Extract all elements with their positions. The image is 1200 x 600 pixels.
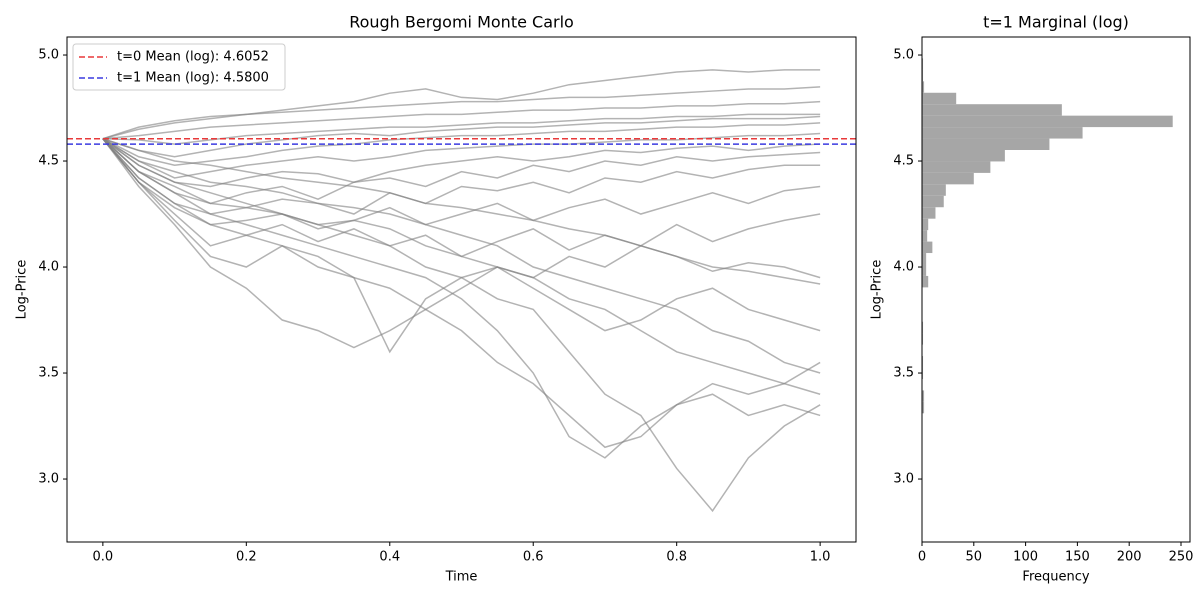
x-tick-label: 150 [1065, 550, 1090, 565]
chart-title: t=1 Marginal (log) [983, 13, 1129, 32]
histogram-bar [922, 356, 924, 368]
sample-path [102, 138, 821, 188]
sample-path [102, 138, 821, 205]
sample-path [102, 138, 821, 230]
y-axis-label: Log-Price [870, 260, 885, 320]
histogram-bar [922, 275, 929, 288]
histogram-bar [922, 230, 928, 242]
sample-path [102, 138, 821, 349]
axes-frame [66, 36, 857, 543]
sample-path [102, 115, 821, 158]
y-tick-label: 3.5 [893, 366, 914, 381]
sample-path [102, 138, 821, 258]
y-tick-label: 3.5 [38, 366, 59, 381]
x-tick-label: 0.6 [523, 550, 544, 565]
sample-path [102, 69, 821, 140]
histogram-bar [922, 401, 925, 414]
histogram-bar [922, 218, 929, 231]
plot: t=1 Marginal (log) Frequency Log-Price 0 50 1… [870, 13, 1194, 585]
histogram-bar [922, 253, 927, 265]
histogram-bar [922, 264, 927, 276]
x-tick-label: 0 [918, 550, 926, 565]
sample-path [102, 138, 821, 513]
plot: Rough Bergomi Monte Carlo Time Log-Price 0.… [15, 13, 857, 585]
histogram-bar [922, 390, 925, 402]
axes-frame [921, 36, 1191, 543]
legend-box [72, 43, 286, 91]
sample-path [102, 138, 821, 285]
x-tick-label: 0.8 [666, 550, 687, 565]
histogram-bar [922, 241, 933, 254]
histogram-bar [922, 115, 1173, 128]
histogram-bar [922, 138, 1050, 150]
histogram-bar [922, 367, 924, 379]
x-tick-label: 200 [1117, 550, 1142, 565]
sample-path [102, 138, 821, 374]
sample-path [102, 138, 821, 215]
sample-path [102, 100, 821, 140]
histogram-bar [922, 172, 974, 185]
x-axis-label: Time [445, 570, 478, 585]
y-tick-label: 3.0 [893, 472, 914, 487]
x-tick-label: 250 [1169, 550, 1194, 565]
histogram-bar [922, 195, 944, 208]
histogram-bar [922, 207, 936, 219]
histogram-bar [922, 149, 1005, 162]
histogram-bar [922, 333, 924, 345]
x-axis-label: Frequency [1022, 570, 1089, 585]
y-tick-label: 4.0 [38, 260, 59, 275]
y-tick-label: 4.0 [893, 260, 914, 275]
histogram-bar [922, 104, 1062, 116]
x-tick-label: 0.2 [236, 550, 257, 565]
x-tick-label: 1.0 [810, 550, 831, 565]
y-tick-label: 3.0 [38, 472, 59, 487]
sample-path [102, 138, 821, 449]
legend-label: t=1 Mean (log): 4.5800 [117, 71, 269, 86]
y-tick-label: 4.5 [893, 154, 914, 169]
x-tick-label: 100 [1013, 550, 1038, 565]
legend: t=0 Mean (log): 4.6052 t=1 Mean (log): 4.… [72, 43, 286, 91]
y-tick-label: 5.0 [893, 48, 914, 63]
y-tick-label: 4.5 [38, 154, 59, 169]
histogram-bar [922, 81, 925, 93]
sample-path [102, 138, 821, 395]
histogram-bar [922, 127, 1083, 139]
y-axis-label: Log-Price [15, 260, 30, 320]
y-tick-label: 5.0 [38, 48, 59, 63]
x-tick-label: 0.0 [93, 550, 114, 565]
chart-title: Rough Bergomi Monte Carlo [349, 13, 574, 32]
sample-path [102, 122, 821, 167]
x-tick-label: 0.4 [379, 550, 400, 565]
histogram-bar [922, 58, 924, 70]
histogram-bar [922, 69, 924, 82]
sample-path [102, 86, 821, 140]
sample-path [102, 138, 821, 459]
x-tick-label: 50 [966, 550, 983, 565]
histogram-bar [922, 321, 924, 334]
legend-label: t=0 Mean (log): 4.6052 [117, 50, 269, 65]
histogram-bar [922, 92, 957, 105]
histogram-bar [922, 184, 946, 196]
histogram-bar [922, 161, 991, 173]
